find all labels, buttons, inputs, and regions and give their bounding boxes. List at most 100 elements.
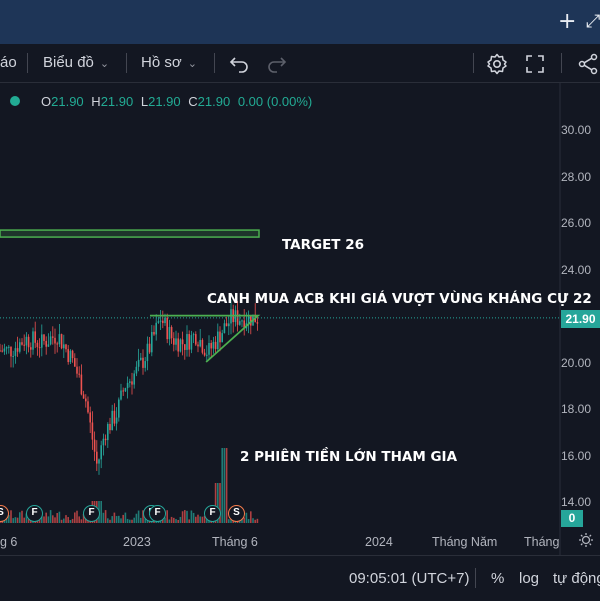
sun-settings-icon[interactable]: [578, 532, 594, 548]
volume-bar: [111, 516, 113, 523]
time-tick: g 6: [0, 535, 18, 549]
candle-body: [100, 445, 102, 460]
candle-body: [168, 327, 171, 340]
candle-body: [25, 336, 28, 346]
volume-bar: [192, 512, 195, 523]
candle-body: [219, 331, 221, 343]
undo-icon[interactable]: [227, 52, 251, 76]
candle-body: [67, 349, 69, 363]
candle-body: [188, 334, 190, 350]
price-tick: 28.00: [561, 170, 592, 184]
candle-body: [89, 412, 91, 423]
volume-bar: [43, 516, 45, 523]
time-tick: 2023: [123, 535, 151, 549]
candle-body: [113, 410, 116, 424]
candle-body: [54, 337, 56, 344]
chart-menu-button[interactable]: Biểu đồ ⌄: [43, 44, 109, 82]
price-tick: 20.00: [561, 356, 592, 370]
volume-bar: [113, 512, 116, 523]
toolbar-item-partial[interactable]: áo: [0, 54, 17, 71]
profile-menu-button[interactable]: Hồ sơ ⌄: [141, 44, 197, 82]
volume-bar: [190, 510, 193, 523]
low-value: 21.90: [148, 94, 181, 109]
volume-bar: [186, 510, 188, 523]
foreign-marker[interactable]: F: [149, 505, 166, 522]
ascending-triangle[interactable]: [150, 314, 261, 363]
volume-layer: [0, 448, 259, 523]
volume-bar: [63, 518, 65, 523]
candle-body: [181, 339, 184, 345]
volume-bar: [131, 519, 133, 523]
volume-note-annotation: 2 PHIÊN TIỀN LỚN THAM GIA: [240, 449, 458, 465]
foreign-marker[interactable]: F: [204, 505, 221, 522]
sell-marker[interactable]: S: [228, 505, 245, 522]
candle-body: [148, 343, 151, 353]
candle-body: [115, 417, 118, 424]
chevron-down-icon: ⌄: [187, 58, 197, 70]
toolbar-divider: [27, 53, 28, 73]
candle-body: [74, 358, 76, 367]
candle-body: [47, 344, 50, 347]
candle-body: [170, 327, 173, 339]
candle-body: [144, 361, 146, 368]
candle-body: [14, 348, 17, 356]
volume-bar: [115, 516, 118, 523]
volume-bar: [78, 516, 80, 523]
candle-body: [239, 321, 241, 325]
foreign-marker[interactable]: F: [26, 505, 43, 522]
chart-toolbar: áo Biểu đồ ⌄ Hồ sơ ⌄: [0, 44, 600, 83]
candle-body: [16, 348, 19, 352]
volume-bar: [137, 510, 140, 523]
candle-body: [56, 343, 58, 345]
candle-body: [71, 350, 74, 359]
add-tab-button[interactable]: +: [558, 9, 577, 34]
candle-body: [131, 381, 133, 385]
target-zone-rect[interactable]: [0, 229, 260, 238]
target-annotation: TARGET 26: [282, 237, 365, 253]
volume-bar: [228, 519, 230, 523]
gear-icon[interactable]: [485, 52, 509, 76]
candle-body: [151, 332, 153, 353]
volume-bar: [107, 518, 109, 523]
candle-body: [69, 350, 72, 363]
volume-bar: [247, 519, 250, 523]
candle-body: [8, 346, 10, 348]
candle-body: [210, 342, 212, 349]
status-bar: 09:05:01 (UTC+7) % log tự động: [0, 555, 600, 601]
volume-bar: [67, 517, 69, 523]
volume-bar: [49, 510, 52, 523]
candle-body: [118, 399, 120, 418]
volume-bar: [214, 483, 217, 523]
visibility-dot-icon[interactable]: [10, 96, 20, 106]
volume-bar: [76, 510, 78, 523]
volume-bar: [166, 510, 168, 523]
candle-body: [32, 331, 34, 350]
log-scale-button[interactable]: log: [519, 570, 540, 587]
volume-badge: 0: [561, 510, 583, 527]
volume-bar: [243, 517, 245, 523]
volume-bar: [5, 517, 8, 523]
candle-body: [98, 459, 100, 464]
volume-bar: [195, 516, 197, 523]
price-tick: 14.00: [561, 495, 592, 509]
volume-bar: [184, 510, 186, 523]
volume-bar: [8, 515, 10, 523]
candle-body: [76, 366, 78, 374]
volume-bar: [162, 519, 164, 523]
percent-scale-button[interactable]: %: [491, 570, 505, 587]
redo-icon[interactable]: [265, 52, 289, 76]
candle-body: [192, 334, 195, 336]
foreign-marker[interactable]: F: [83, 505, 100, 522]
expand-icon[interactable]: ⤢: [586, 11, 600, 32]
volume-bar: [58, 511, 61, 523]
fullscreen-icon[interactable]: [523, 52, 547, 76]
share-icon[interactable]: [576, 52, 600, 76]
close-key: C: [188, 94, 198, 109]
low-key: L: [140, 94, 149, 109]
chart-canvas[interactable]: [0, 82, 600, 555]
candle-body: [96, 451, 98, 464]
candle-body: [157, 321, 160, 323]
candle-body: [45, 340, 47, 347]
volume-bar: [120, 518, 122, 523]
auto-scale-button[interactable]: tự động: [553, 570, 600, 587]
